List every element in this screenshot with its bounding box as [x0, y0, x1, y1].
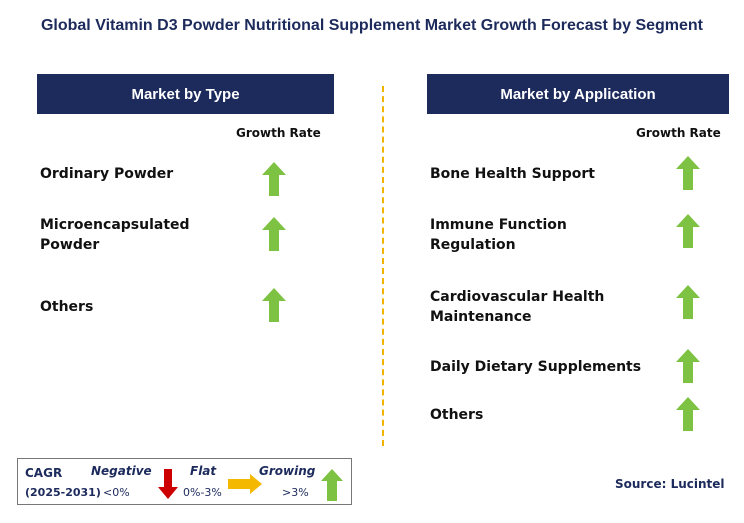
- legend-period: (2025-2031): [25, 486, 101, 499]
- cagr-legend: CAGR (2025-2031) Negative <0% Flat 0%-3%…: [17, 458, 352, 505]
- source-label: Source: Lucintel: [615, 477, 725, 491]
- page-title: Global Vitamin D3 Powder Nutritional Sup…: [40, 17, 704, 34]
- left-panel-header: Market by Type: [37, 74, 334, 114]
- right-panel-header: Market by Application: [427, 74, 729, 114]
- left-row-label-1: Microencapsulated Powder: [40, 217, 190, 253]
- up-arrow-icon: [676, 397, 700, 431]
- up-arrow-icon: [676, 156, 700, 190]
- up-arrow-icon: [262, 162, 286, 196]
- legend-flat-label: Flat: [190, 464, 217, 478]
- right-row-label-3: Daily Dietary Supplements: [430, 359, 642, 375]
- panel-divider: [382, 86, 384, 446]
- legend-flat-range: 0%-3%: [183, 486, 222, 499]
- down-arrow-icon: [158, 469, 178, 499]
- right-arrow-icon: [228, 474, 262, 494]
- legend-negative-range: <0%: [103, 486, 130, 499]
- left-row-label-2: Others: [40, 299, 94, 315]
- up-arrow-icon: [321, 469, 343, 501]
- up-arrow-icon: [262, 288, 286, 322]
- right-row-label-0: Bone Health Support: [430, 166, 595, 182]
- up-arrow-icon: [676, 285, 700, 319]
- left-growth-rate-label: Growth Rate: [236, 126, 321, 140]
- left-row-label-0: Ordinary Powder: [40, 166, 174, 182]
- right-row-label-2: Cardiovascular Health Maintenance: [430, 289, 605, 325]
- right-row-label-1: Immune Function Regulation: [430, 217, 567, 253]
- legend-growing-range: >3%: [282, 486, 309, 499]
- up-arrow-icon: [676, 214, 700, 248]
- legend-growing-label: Growing: [259, 464, 316, 478]
- up-arrow-icon: [262, 217, 286, 251]
- right-row-label-4: Others: [430, 407, 484, 423]
- legend-cagr-label: CAGR: [25, 466, 63, 480]
- right-growth-rate-label: Growth Rate: [636, 126, 721, 140]
- legend-negative-label: Negative: [91, 464, 152, 478]
- up-arrow-icon: [676, 349, 700, 383]
